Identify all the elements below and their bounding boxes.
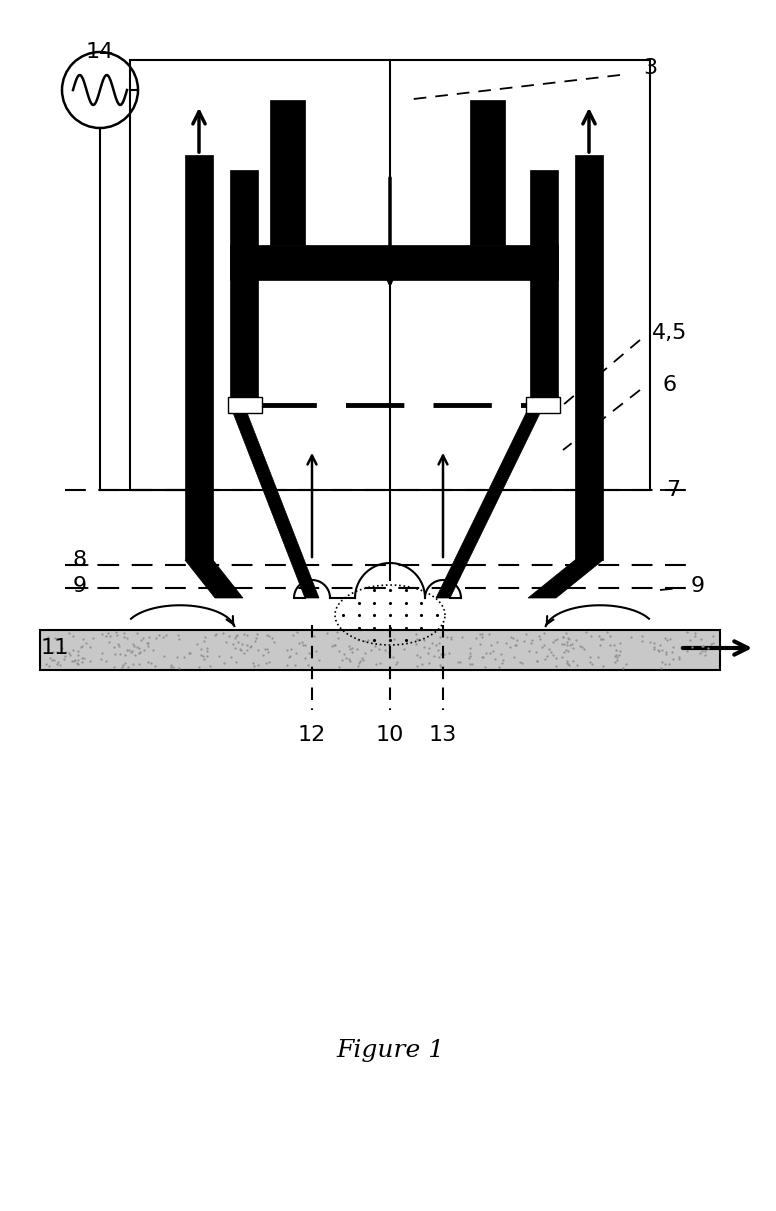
Text: Figure 1: Figure 1 [336,1039,444,1062]
Text: 9: 9 [691,576,705,596]
Text: 9: 9 [73,576,87,596]
Text: 8: 8 [73,550,87,570]
Polygon shape [436,404,544,598]
Text: 11: 11 [41,638,69,658]
Bar [270,101,305,245]
Text: 3: 3 [643,58,657,78]
Text: 6: 6 [663,375,677,395]
Text: 10: 10 [376,725,404,745]
Text: 4,5: 4,5 [653,323,688,343]
Bar [470,101,505,245]
Bar [228,397,262,413]
Bar [185,155,213,559]
Polygon shape [528,559,603,598]
Bar [526,397,560,413]
Bar [530,170,558,404]
Bar [130,61,650,490]
Text: 12: 12 [298,725,326,745]
Polygon shape [230,404,319,598]
Polygon shape [185,559,243,598]
Text: 7: 7 [666,480,680,500]
Bar [230,245,558,280]
Bar [575,155,603,559]
Text: 14: 14 [86,42,114,62]
Text: 13: 13 [429,725,457,745]
Bar [40,630,720,670]
Bar [230,170,258,404]
